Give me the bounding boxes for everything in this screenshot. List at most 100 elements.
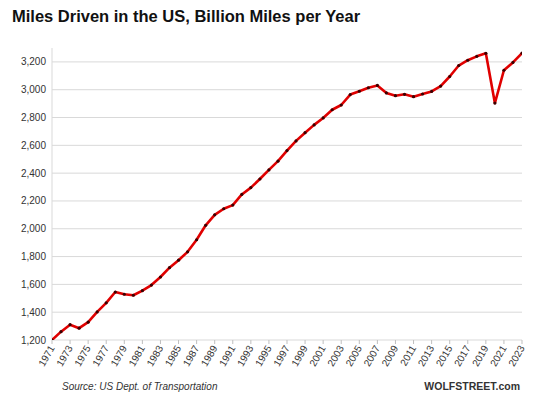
x-tick-label: 1993 — [235, 343, 256, 368]
data-point — [511, 61, 514, 64]
x-tick — [214, 340, 215, 344]
data-point — [222, 207, 225, 210]
x-tick — [341, 340, 342, 344]
x-tick-label: 2021 — [488, 343, 509, 368]
credit: WOLFSTREET.com — [424, 380, 520, 392]
grid-line — [52, 228, 522, 229]
x-tick-label: 2011 — [398, 343, 418, 368]
x-tick-label: 2003 — [325, 343, 346, 368]
data-point — [466, 59, 469, 62]
grid-line — [52, 284, 522, 285]
data-point — [96, 310, 99, 313]
chart: Miles Driven in the US, Billion Miles pe… — [0, 0, 550, 398]
grid-line — [52, 173, 522, 174]
x-tick — [522, 340, 523, 344]
x-tick-label: 2013 — [416, 343, 437, 368]
y-tick-label: 1,800 — [21, 251, 46, 262]
x-tick-label: 1973 — [54, 343, 75, 368]
data-point — [114, 290, 117, 293]
grid-line — [52, 145, 522, 146]
data-point — [59, 330, 62, 333]
y-tick-label: 3,000 — [21, 84, 46, 95]
x-tick — [196, 340, 197, 344]
data-point — [150, 283, 153, 286]
data-point — [132, 294, 135, 297]
x-tick — [287, 340, 288, 344]
data-point — [349, 93, 352, 96]
data-point — [294, 139, 297, 142]
x-tick — [377, 340, 378, 344]
data-point — [159, 275, 162, 278]
y-tick-label: 1,600 — [21, 279, 46, 290]
data-point — [448, 75, 451, 78]
data-point — [520, 52, 522, 55]
grid-line — [52, 256, 522, 257]
y-tick-label: 3,200 — [21, 56, 46, 67]
data-point — [204, 224, 207, 227]
data-line — [52, 53, 522, 340]
data-point — [123, 293, 126, 296]
x-tick-label: 1995 — [253, 343, 274, 368]
data-point — [475, 55, 478, 58]
x-tick-label: 1977 — [90, 343, 111, 368]
plot-area — [52, 52, 522, 340]
x-tick — [305, 340, 306, 344]
data-point — [394, 94, 397, 97]
x-tick-label: 2007 — [361, 343, 382, 368]
data-point — [285, 149, 288, 152]
data-point — [493, 101, 496, 104]
data-point — [331, 108, 334, 111]
data-point — [186, 250, 189, 253]
data-point — [52, 338, 54, 340]
data-point — [412, 95, 415, 98]
data-point — [231, 204, 234, 207]
y-tick-label: 2,200 — [21, 195, 46, 206]
x-tick-label: 1971 — [36, 343, 57, 368]
x-tick — [467, 340, 468, 344]
data-point — [322, 116, 325, 119]
data-point — [367, 86, 370, 89]
data-point — [78, 327, 81, 330]
x-tick — [395, 340, 396, 344]
x-tick — [413, 340, 414, 344]
x-tick-label: 1997 — [271, 343, 292, 368]
x-tick-label: 2005 — [343, 343, 364, 368]
data-point — [421, 92, 424, 95]
data-point — [240, 193, 243, 196]
x-tick-label: 2009 — [380, 343, 401, 368]
x-tick — [485, 340, 486, 344]
y-tick-label: 2,800 — [21, 112, 46, 123]
grid-line — [52, 312, 522, 313]
data-point — [376, 84, 379, 87]
x-tick — [503, 340, 504, 344]
data-point — [439, 84, 442, 87]
x-tick-label: 1985 — [163, 343, 184, 368]
grid-line — [52, 61, 522, 62]
x-tick — [250, 340, 251, 344]
data-point — [258, 177, 261, 180]
x-tick-label: 2017 — [452, 343, 473, 368]
data-point — [303, 131, 306, 134]
data-point — [168, 266, 171, 269]
data-point — [141, 289, 144, 292]
data-point — [484, 52, 487, 55]
x-tick — [323, 340, 324, 344]
x-tick — [142, 340, 143, 344]
data-point — [430, 90, 433, 93]
data-point — [403, 93, 406, 96]
data-point — [313, 123, 316, 126]
x-tick-label: 1999 — [289, 343, 310, 368]
data-point — [385, 91, 388, 94]
x-tick-label: 2001 — [307, 343, 328, 368]
x-tick-label: 2019 — [470, 343, 491, 368]
x-tick-label: 1987 — [181, 343, 202, 368]
x-tick-label: 1981 — [126, 343, 147, 368]
data-point — [213, 213, 216, 216]
x-tick-label: 2023 — [506, 343, 527, 368]
x-tick-label: 1975 — [72, 343, 93, 368]
data-point — [457, 64, 460, 67]
data-point — [267, 168, 270, 171]
y-tick-label: 1,400 — [21, 307, 46, 318]
data-point — [340, 103, 343, 106]
x-tick — [449, 340, 450, 344]
